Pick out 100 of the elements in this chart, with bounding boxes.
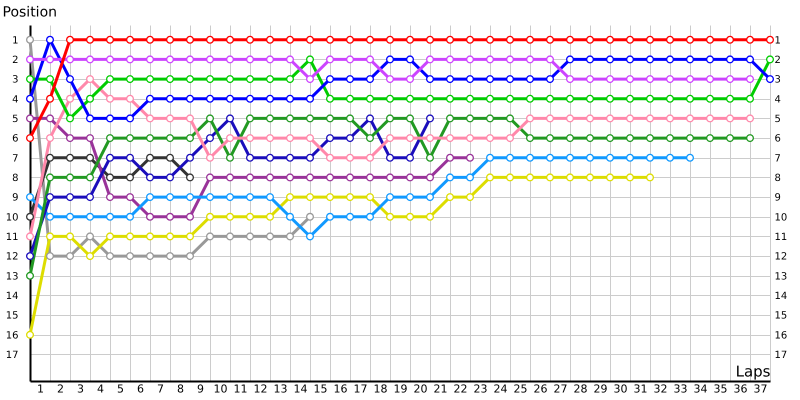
point <box>226 75 234 84</box>
point <box>626 114 634 122</box>
point <box>166 154 174 162</box>
point <box>406 212 414 221</box>
point <box>306 154 314 162</box>
point <box>526 75 534 84</box>
point <box>66 36 74 44</box>
point <box>686 75 694 84</box>
y-tick-label: 16 <box>6 330 18 342</box>
point <box>246 232 254 240</box>
point <box>466 154 474 162</box>
point <box>106 36 114 44</box>
point <box>126 212 134 221</box>
point <box>606 134 614 142</box>
point <box>726 36 734 44</box>
x-tick-label: 20 <box>414 382 428 396</box>
y-tick-label: 8 <box>12 172 18 184</box>
point <box>326 212 334 221</box>
point <box>146 193 154 202</box>
point <box>486 55 494 64</box>
x-tick-label: 35 <box>714 382 728 396</box>
point <box>666 134 674 142</box>
point <box>686 114 694 122</box>
point <box>666 55 674 64</box>
point <box>606 154 614 162</box>
y-tick-label: 4 <box>12 94 18 106</box>
x-tick-label: 6 <box>137 382 144 396</box>
point <box>306 114 314 122</box>
point <box>266 55 274 64</box>
point <box>26 193 34 202</box>
point <box>246 134 254 142</box>
point <box>66 193 74 202</box>
x-tick-label: 9 <box>197 382 204 396</box>
point <box>706 75 714 84</box>
x-tick-label: 7 <box>157 382 164 396</box>
point <box>86 114 94 122</box>
point <box>546 114 554 122</box>
point <box>146 252 154 260</box>
point <box>106 55 114 64</box>
point <box>626 173 634 182</box>
point <box>426 114 434 122</box>
point <box>426 193 434 202</box>
point <box>386 193 394 202</box>
point <box>86 75 94 84</box>
point <box>126 94 134 103</box>
point <box>206 75 214 84</box>
point <box>166 252 174 260</box>
point <box>246 173 254 182</box>
point <box>426 94 434 103</box>
point <box>586 173 594 182</box>
point <box>126 232 134 240</box>
point <box>46 134 54 142</box>
x-tick-label: 33 <box>674 382 688 396</box>
point <box>326 75 334 84</box>
point <box>366 154 374 162</box>
point <box>166 134 174 142</box>
point <box>346 55 354 64</box>
point <box>606 36 614 44</box>
point <box>306 75 314 84</box>
point <box>106 173 114 182</box>
point <box>86 154 94 162</box>
point <box>186 134 194 142</box>
point <box>126 252 134 260</box>
point <box>606 173 614 182</box>
x-tick-label: 3 <box>77 382 84 396</box>
point <box>666 75 674 84</box>
point <box>626 94 634 103</box>
x-tick-label: 21 <box>434 382 448 396</box>
x-tick-label: 11 <box>234 382 248 396</box>
y2-tick-label: 10 <box>774 212 788 224</box>
point <box>706 36 714 44</box>
point <box>686 36 694 44</box>
point <box>286 114 294 122</box>
point <box>266 212 274 221</box>
point <box>66 173 74 182</box>
point <box>186 114 194 122</box>
point <box>426 75 434 84</box>
point <box>666 114 674 122</box>
point <box>286 55 294 64</box>
y-tick-label: 11 <box>6 232 18 243</box>
point <box>426 36 434 44</box>
point <box>166 212 174 221</box>
x-tick-label: 15 <box>314 382 328 396</box>
point <box>226 134 234 142</box>
point <box>206 173 214 182</box>
x-tick-label: 19 <box>394 382 408 396</box>
point <box>186 193 194 202</box>
point <box>586 75 594 84</box>
point <box>166 75 174 84</box>
point <box>146 212 154 221</box>
point <box>546 55 554 64</box>
y-tick-label: 17 <box>6 350 18 361</box>
point <box>426 55 434 64</box>
point <box>506 36 514 44</box>
point <box>206 134 214 142</box>
y2-tick-label: 11 <box>774 232 788 243</box>
point <box>386 173 394 182</box>
point <box>686 94 694 103</box>
point <box>146 55 154 64</box>
point <box>446 134 454 142</box>
